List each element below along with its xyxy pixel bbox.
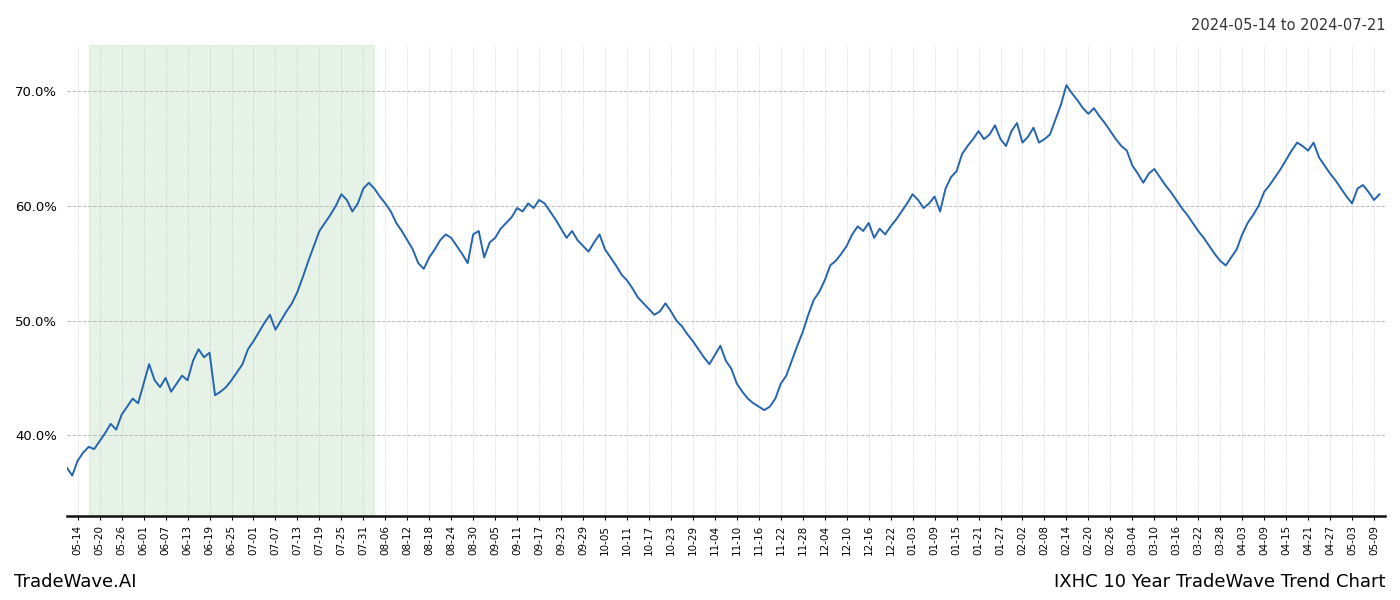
Text: IXHC 10 Year TradeWave Trend Chart: IXHC 10 Year TradeWave Trend Chart (1054, 573, 1386, 591)
Text: 2024-05-14 to 2024-07-21: 2024-05-14 to 2024-07-21 (1191, 18, 1386, 33)
Bar (88, 45, 374, 516)
Text: TradeWave.AI: TradeWave.AI (14, 573, 137, 591)
